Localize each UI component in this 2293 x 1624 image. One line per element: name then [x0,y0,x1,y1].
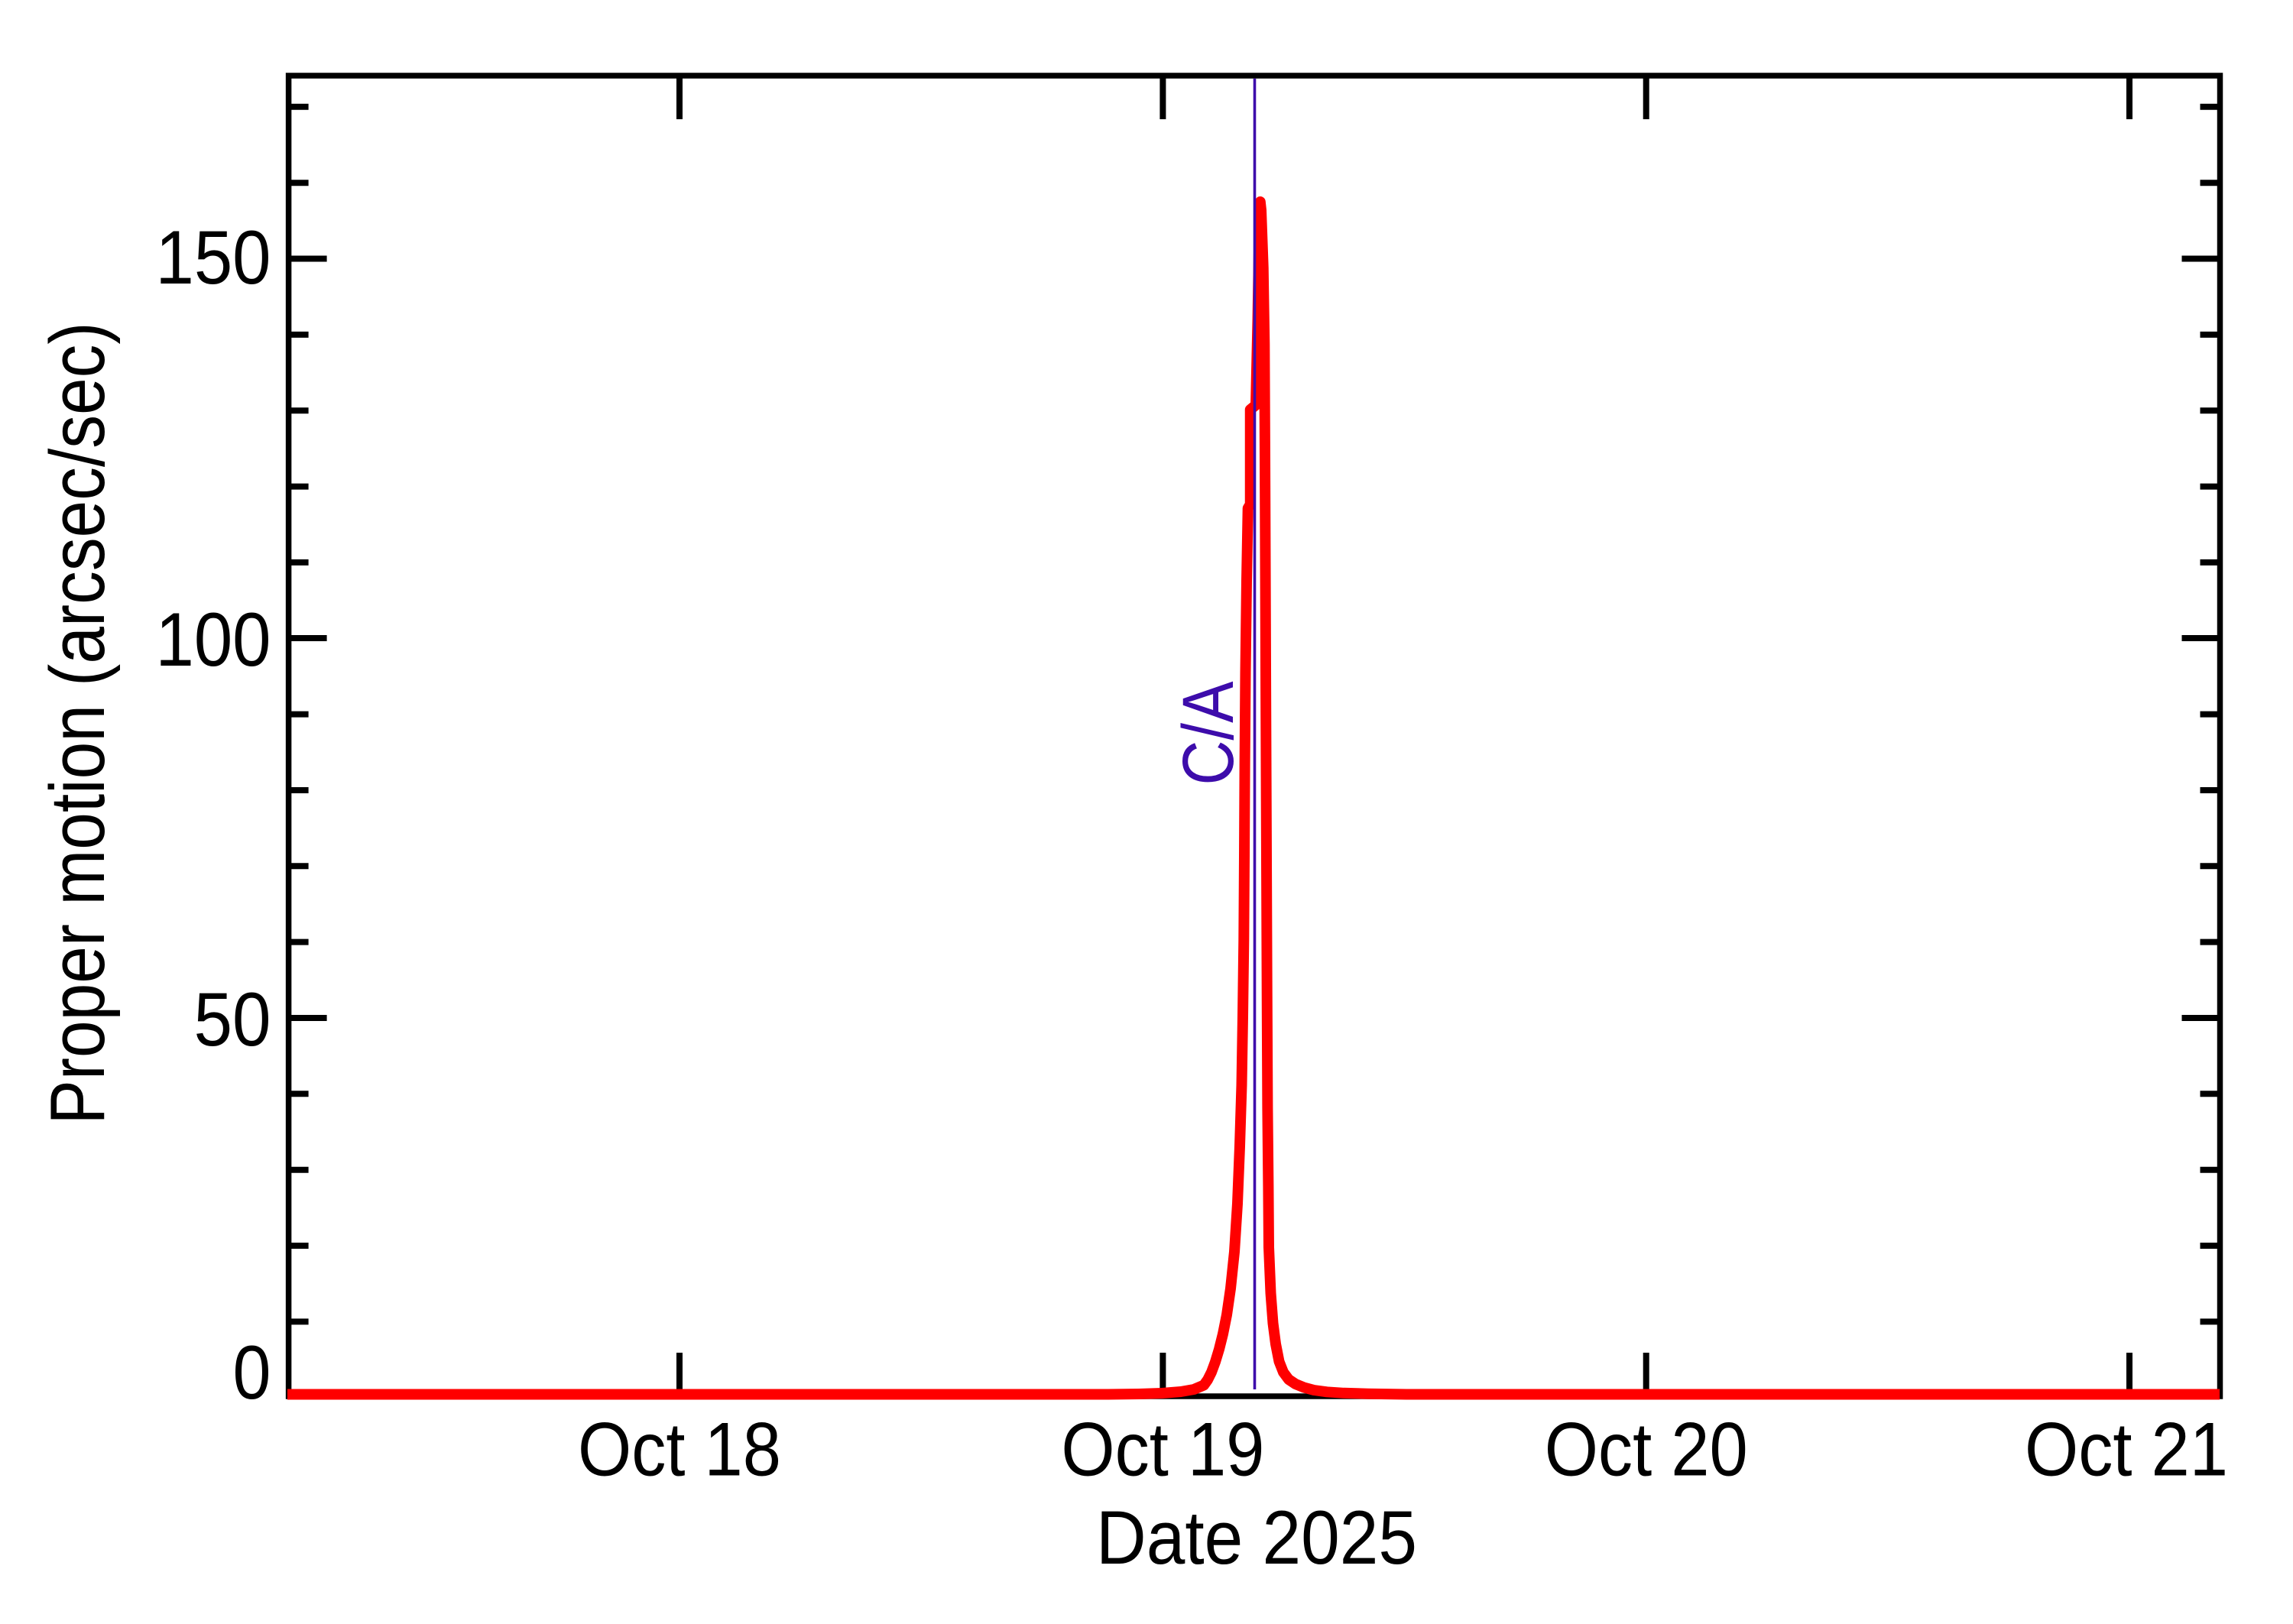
svg-text:Proper motion (arcsec/sec): Proper motion (arcsec/sec) [35,323,121,1125]
svg-text:Oct 20: Oct 20 [1545,1408,1748,1493]
svg-text:Oct 18: Oct 18 [578,1408,781,1493]
svg-text:C/A: C/A [1168,681,1249,786]
svg-text:50: 50 [194,977,271,1062]
svg-text:150: 150 [156,216,271,300]
svg-text:Oct 19: Oct 19 [1061,1408,1264,1493]
svg-text:0: 0 [233,1331,271,1415]
svg-text:100: 100 [156,598,271,682]
svg-text:Date 2025: Date 2025 [1096,1496,1417,1580]
svg-text:Oct 21: Oct 21 [2025,1408,2228,1493]
